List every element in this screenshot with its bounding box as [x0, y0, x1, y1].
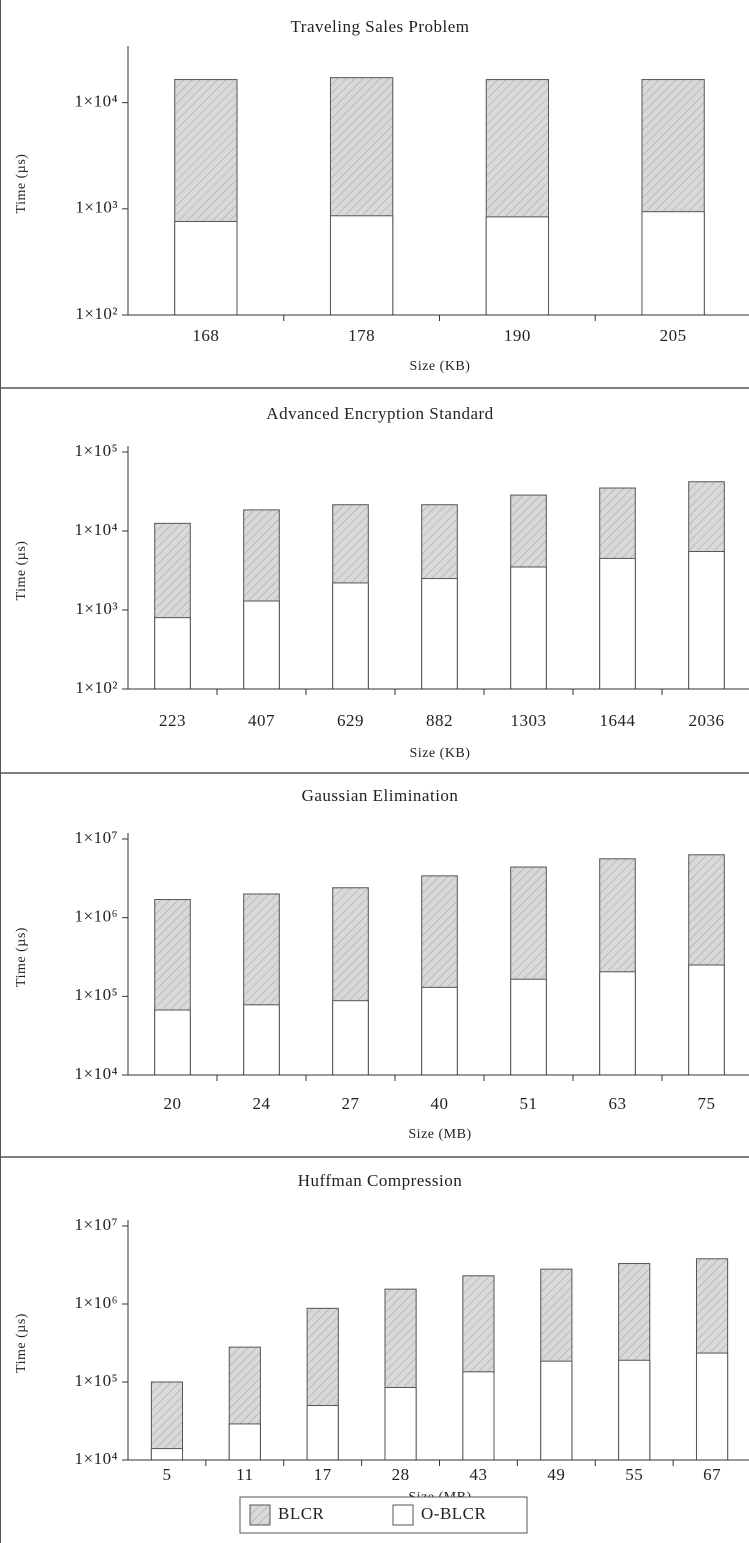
bar	[618, 1359, 651, 1461]
x-tick-label: 2036	[689, 711, 725, 730]
x-axis-label: Size (KB)	[410, 746, 471, 761]
y-tick-label: 1×10⁶	[74, 907, 118, 926]
y-tick-label: 1×10³	[75, 198, 118, 217]
bar	[329, 215, 394, 316]
y-tick-label: 1×10⁴	[74, 1064, 118, 1083]
x-tick-label: 49	[547, 1465, 565, 1484]
bar	[540, 1360, 573, 1461]
legend-swatch	[392, 1504, 414, 1526]
x-tick-label: 20	[164, 1094, 182, 1113]
bar	[599, 557, 636, 690]
chart-title: Huffman Compression	[298, 1171, 463, 1190]
x-tick-label: 17	[314, 1465, 332, 1484]
bar	[688, 964, 725, 1076]
x-tick-label: 223	[159, 711, 186, 730]
x-tick-label: 43	[469, 1465, 487, 1484]
y-tick-label: 1×10⁵	[74, 985, 118, 1004]
x-tick-label: 1644	[600, 711, 636, 730]
x-tick-label: 882	[426, 711, 453, 730]
bar	[599, 971, 636, 1076]
x-tick-label: 75	[698, 1094, 716, 1113]
chart-title: Gaussian Elimination	[302, 786, 459, 805]
bar	[228, 1423, 261, 1461]
legend-swatch	[249, 1504, 271, 1526]
bar	[154, 1009, 191, 1076]
y-tick-label: 1×10⁷	[74, 1215, 118, 1234]
y-axis-label: Time (µs)	[14, 927, 29, 987]
bar	[384, 1387, 417, 1461]
x-tick-label: 55	[625, 1465, 643, 1484]
bar	[462, 1371, 495, 1461]
chart-title: Advanced Encryption Standard	[266, 404, 493, 423]
y-tick-label: 1×10⁴	[74, 92, 118, 111]
x-tick-label: 28	[392, 1465, 410, 1484]
bar	[150, 1381, 184, 1461]
y-axis-label: Time (µs)	[14, 1313, 29, 1373]
x-tick-label: 40	[431, 1094, 449, 1113]
x-tick-label: 5	[162, 1465, 171, 1484]
bar	[332, 582, 369, 690]
y-tick-label: 1×10⁵	[74, 441, 118, 460]
x-tick-label: 27	[342, 1094, 360, 1113]
bar	[421, 986, 458, 1076]
x-axis-label: Size (KB)	[410, 359, 471, 374]
bar	[695, 1352, 729, 1461]
x-tick-label: 178	[348, 326, 375, 345]
y-tick-label: 1×10⁶	[74, 1293, 118, 1312]
bar	[641, 211, 705, 316]
bar	[332, 1000, 369, 1076]
bar	[154, 617, 191, 690]
bar	[510, 566, 547, 690]
x-tick-label: 11	[236, 1465, 253, 1484]
y-axis-label: Time (µs)	[14, 541, 29, 601]
bar	[485, 216, 550, 316]
y-tick-label: 1×10⁷	[74, 828, 118, 847]
bar	[150, 1448, 184, 1461]
x-tick-label: 407	[248, 711, 275, 730]
x-tick-label: 205	[660, 326, 687, 345]
y-axis-label: Time (µs)	[14, 154, 29, 214]
x-tick-label: 629	[337, 711, 364, 730]
bar	[306, 1404, 339, 1461]
x-tick-label: 1303	[511, 711, 547, 730]
y-tick-label: 1×10³	[75, 599, 118, 618]
y-tick-label: 1×10⁴	[74, 1449, 118, 1468]
bar	[421, 578, 458, 690]
y-tick-label: 1×10²	[75, 678, 118, 697]
y-tick-label: 1×10⁴	[74, 520, 118, 539]
x-tick-label: 51	[520, 1094, 538, 1113]
bar	[510, 978, 547, 1076]
y-tick-label: 1×10²	[75, 304, 118, 323]
bar	[243, 1004, 280, 1076]
y-tick-label: 1×10⁵	[74, 1371, 118, 1390]
chart-title: Traveling Sales Problem	[291, 17, 470, 36]
x-tick-label: 24	[253, 1094, 271, 1113]
bar	[243, 600, 280, 690]
legend-label: O-BLCR	[421, 1504, 487, 1523]
bar	[688, 551, 725, 690]
x-tick-label: 168	[192, 326, 219, 345]
legend-label: BLCR	[278, 1504, 325, 1523]
x-tick-label: 190	[504, 326, 531, 345]
bar	[174, 220, 238, 316]
x-axis-label: Size (MB)	[408, 1127, 471, 1142]
x-tick-label: 63	[609, 1094, 627, 1113]
x-tick-label: 67	[703, 1465, 721, 1484]
legend-box	[239, 1496, 528, 1534]
